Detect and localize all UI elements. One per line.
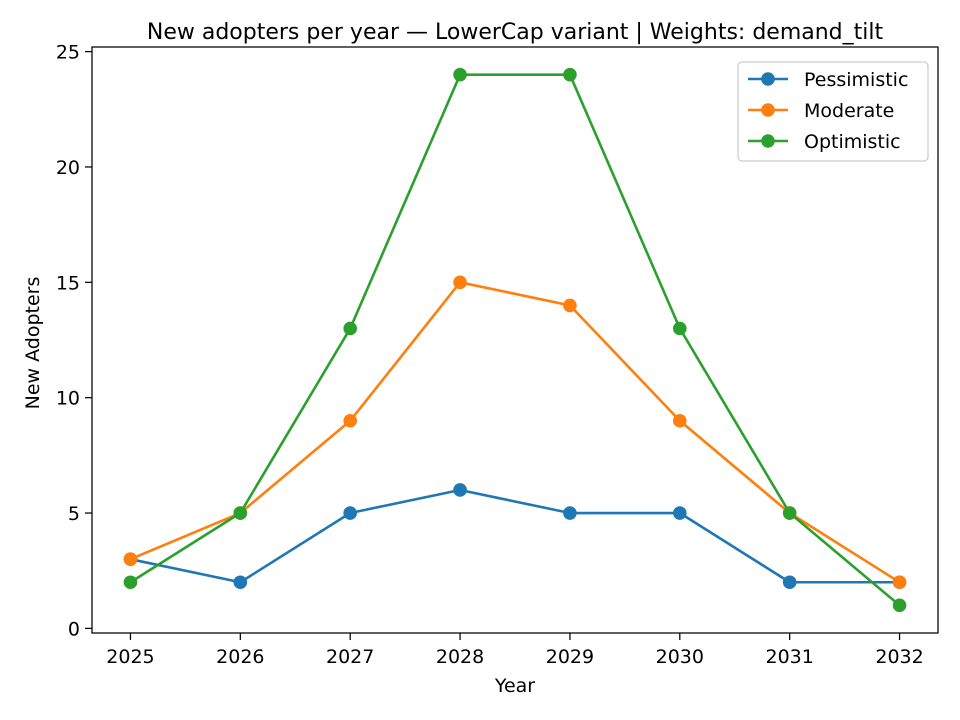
- legend-label-moderate: Moderate: [804, 100, 894, 122]
- data-point-pessimistic: [233, 575, 248, 590]
- data-point-moderate: [673, 413, 687, 428]
- y-tick-label: 25: [56, 42, 80, 64]
- legend-marker-moderate: [761, 103, 775, 117]
- data-point-optimistic: [782, 506, 797, 520]
- legend-marker-optimistic: [761, 134, 775, 148]
- x-axis-label: Year: [494, 675, 535, 697]
- data-point-pessimistic: [453, 483, 467, 497]
- series-line-optimistic: [129, 73, 901, 607]
- y-tick-label: 0: [68, 618, 80, 640]
- y-tick-label: 20: [56, 157, 80, 179]
- x-tick-label: 2029: [546, 646, 594, 668]
- legend-entry-moderate: Moderate: [748, 100, 894, 122]
- legend-box: [737, 61, 929, 162]
- data-point-pessimistic: [343, 506, 357, 520]
- data-point-moderate: [563, 298, 577, 313]
- data-point-optimistic: [892, 598, 907, 613]
- data-point-optimistic: [563, 67, 577, 82]
- x-tick-label: 2031: [765, 646, 813, 668]
- data-point-pessimistic: [673, 506, 687, 520]
- plot-frame: [91, 46, 939, 634]
- data-point-optimistic: [233, 506, 248, 520]
- data-point-moderate: [453, 275, 467, 290]
- x-tick-label: 2025: [106, 646, 154, 668]
- y-tick-label: 15: [56, 272, 80, 294]
- legend-entry-optimistic: Optimistic: [748, 131, 901, 153]
- plot-series: [123, 67, 907, 613]
- data-point-pessimistic: [782, 575, 797, 590]
- legend-entry-pessimistic: Pessimistic: [748, 69, 908, 91]
- x-tick-label: 2026: [216, 646, 264, 668]
- chart-title: New adopters per year — LowerCap variant…: [147, 20, 884, 45]
- x-tick-label: 2027: [326, 646, 374, 668]
- data-point-optimistic: [453, 67, 467, 82]
- y-tick-label: 10: [56, 388, 80, 410]
- y-axis: 0 5 10 15 20 25: [56, 42, 92, 640]
- y-tick-label: 5: [68, 503, 80, 525]
- series-line-moderate: [129, 281, 901, 584]
- legend-label-pessimistic: Pessimistic: [804, 69, 908, 91]
- data-point-moderate: [343, 413, 357, 428]
- series-line-pessimistic: [130, 488, 900, 584]
- legend-label-optimistic: Optimistic: [804, 131, 901, 153]
- x-tick-label: 2028: [436, 646, 484, 668]
- x-tick-label: 2032: [875, 646, 923, 668]
- data-point-moderate: [123, 552, 138, 566]
- data-point-optimistic: [123, 575, 138, 590]
- data-point-moderate: [892, 575, 907, 590]
- x-tick-label: 2030: [656, 646, 704, 668]
- data-point-optimistic: [343, 321, 357, 336]
- legend: Pessimistic Moderate Optimistic: [737, 61, 929, 162]
- y-axis-label: New Adopters: [22, 277, 44, 410]
- series-optimistic: [123, 67, 907, 613]
- x-axis: 2025 2026 2027 2028 2029 2030 2031 2032: [106, 633, 924, 668]
- legend-marker-pessimistic: [761, 72, 775, 86]
- data-point-pessimistic: [563, 506, 577, 520]
- data-point-optimistic: [673, 321, 687, 336]
